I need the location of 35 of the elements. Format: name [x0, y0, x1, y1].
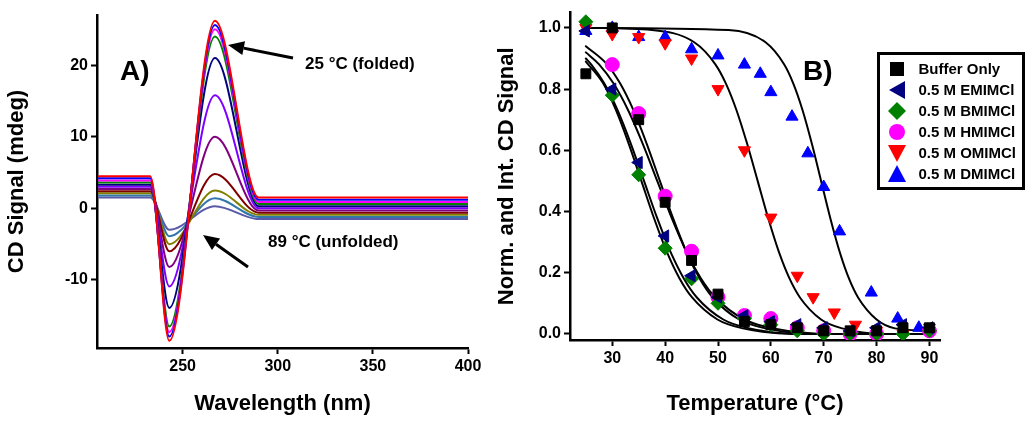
x-tick-label: 40 — [656, 349, 675, 367]
y-tick-label: 0.4 — [538, 201, 562, 219]
y-tick-label: -10 — [64, 270, 89, 288]
y-tick-label: 10 — [70, 127, 89, 145]
x-tick-label: 400 — [454, 357, 482, 375]
x-tick-label: 80 — [867, 349, 886, 367]
x-tick-label: 90 — [920, 349, 939, 367]
annotation: B) — [803, 55, 833, 86]
x-tick-label: 70 — [814, 349, 833, 367]
y-tick-label: 0.0 — [538, 324, 562, 342]
x-tick-label: 300 — [264, 357, 292, 375]
annotation: A) — [120, 55, 150, 86]
legend-label: 0.5 M DMIMCl — [918, 165, 1016, 182]
x-tick-label: 50 — [709, 349, 727, 367]
legend-label: Buffer Only — [918, 60, 1001, 77]
y-tick-label: 20 — [70, 55, 89, 73]
x-tick-label: 30 — [603, 349, 622, 367]
x-tick-label: 350 — [359, 357, 387, 375]
legend-label: 0.5 M EMIMCl — [918, 81, 1015, 98]
y-axis-title: CD Signal (mdeg) — [3, 89, 29, 274]
annotation: 89 °C (unfolded) — [268, 232, 399, 251]
x-axis-title: Wavelength (nm) — [194, 389, 371, 415]
y-tick-label: 0.2 — [538, 263, 562, 281]
legend-label: 0.5 M BMIMCl — [918, 102, 1016, 119]
y-axis-title: Norm. and Int. CD Signal — [493, 47, 519, 306]
x-axis-title: Temperature (°C) — [666, 389, 844, 415]
x-tick-label: 60 — [761, 349, 780, 367]
legend-label: 0.5 M HMIMCl — [918, 123, 1016, 140]
legend-label: 0.5 M OMIMCl — [918, 144, 1016, 161]
annotation: 25 °C (folded) — [305, 54, 415, 73]
y-tick-label: 0.8 — [538, 79, 562, 97]
y-tick-label: 0.6 — [538, 140, 562, 158]
y-tick-label: 1.0 — [538, 18, 562, 36]
y-tick-label: 0 — [79, 198, 89, 216]
x-tick-label: 250 — [169, 357, 197, 375]
